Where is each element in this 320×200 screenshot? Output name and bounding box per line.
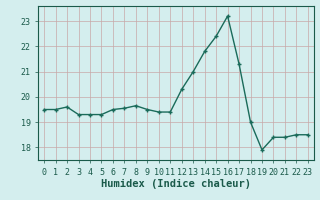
X-axis label: Humidex (Indice chaleur): Humidex (Indice chaleur) xyxy=(101,179,251,189)
